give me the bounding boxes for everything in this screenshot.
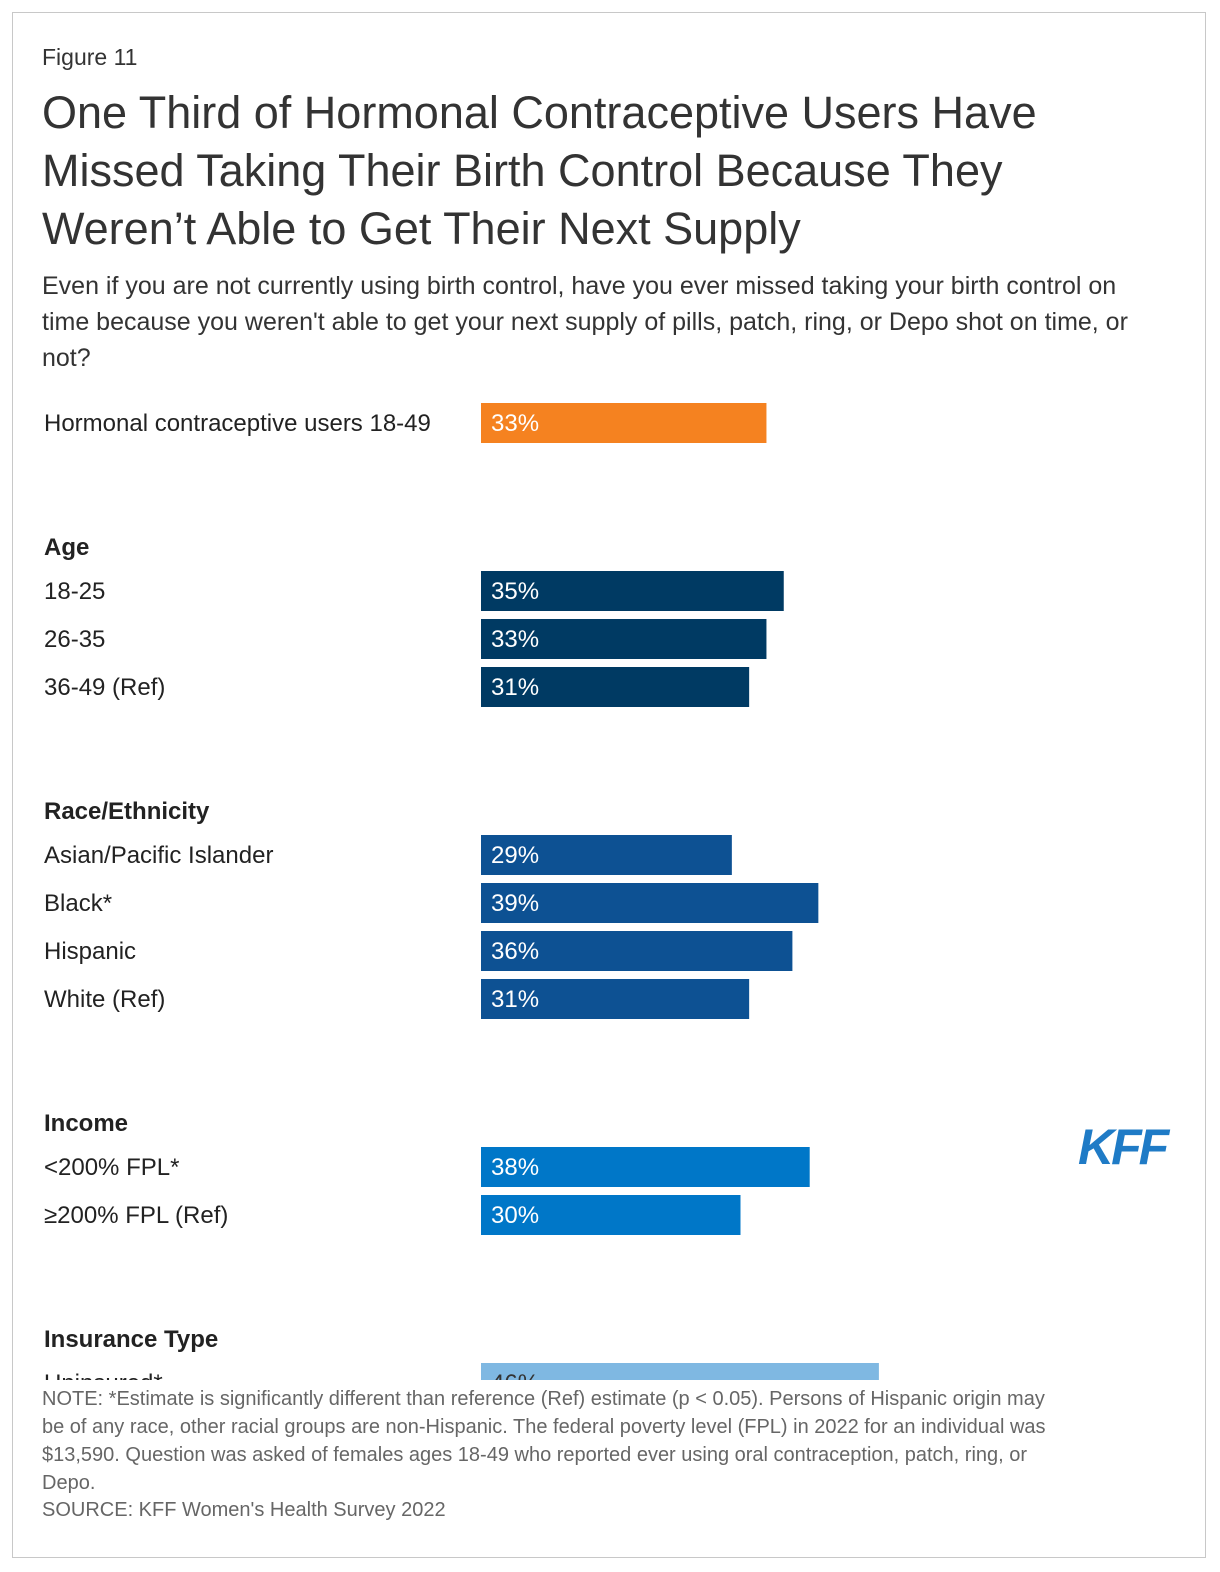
data-label: 33% [491, 410, 539, 437]
category-label: White (Ref) [44, 986, 165, 1013]
bar [481, 835, 732, 875]
data-label: 38% [491, 1154, 539, 1181]
group-heading: Race/Ethnicity [44, 798, 210, 825]
figure-frame [12, 12, 1206, 1558]
data-label: 39% [491, 890, 539, 917]
group-heading: Income [44, 1110, 128, 1137]
data-label: 33% [491, 626, 539, 653]
category-label: Uninsured* [44, 1370, 163, 1380]
data-label: 30% [491, 1202, 539, 1229]
data-label: 35% [491, 578, 539, 605]
kff-logo-text: KFF [1078, 1122, 1171, 1168]
data-label: 46% [491, 1370, 539, 1380]
data-label: 36% [491, 938, 539, 965]
category-label: 26-35 [44, 626, 105, 653]
category-label: 36-49 (Ref) [44, 674, 165, 701]
bar-chart: Hormonal contraceptive users 18-49 33% Age… [44, 403, 879, 1380]
category-label: Hispanic [44, 938, 136, 965]
category-label: Black* [44, 890, 112, 917]
bar [481, 883, 819, 923]
category-label: Asian/Pacific Islander [44, 842, 273, 869]
bar [481, 667, 750, 707]
bar [481, 979, 750, 1019]
chart-subtitle: Even if you are not currently using birt… [42, 272, 1128, 372]
chart-note: NOTE: *Estimate is significantly differe… [42, 1388, 1046, 1494]
data-label: 31% [491, 674, 539, 701]
data-label: 29% [491, 842, 539, 869]
bar [481, 931, 793, 971]
data-label: 31% [491, 986, 539, 1013]
bar [481, 571, 784, 611]
group-heading: Age [44, 534, 89, 561]
category-label: ≥200% FPL (Ref) [44, 1202, 228, 1229]
kff-logo: KFF [1078, 1122, 1174, 1168]
bar [481, 1195, 741, 1235]
category-label: 18-25 [44, 578, 105, 605]
bar [481, 403, 767, 443]
category-label: <200% FPL* [44, 1154, 179, 1181]
group-heading: Insurance Type [44, 1326, 218, 1353]
category-label: Hormonal contraceptive users 18-49 [44, 410, 431, 437]
chart-source: SOURCE: KFF Women's Health Survey 2022 [42, 1499, 446, 1521]
chart-title: One Third of Hormonal Contraceptive User… [42, 87, 1037, 254]
bar [481, 1363, 879, 1380]
figure-label: Figure 11 [42, 44, 138, 70]
bar [481, 619, 767, 659]
bar [481, 1147, 810, 1187]
